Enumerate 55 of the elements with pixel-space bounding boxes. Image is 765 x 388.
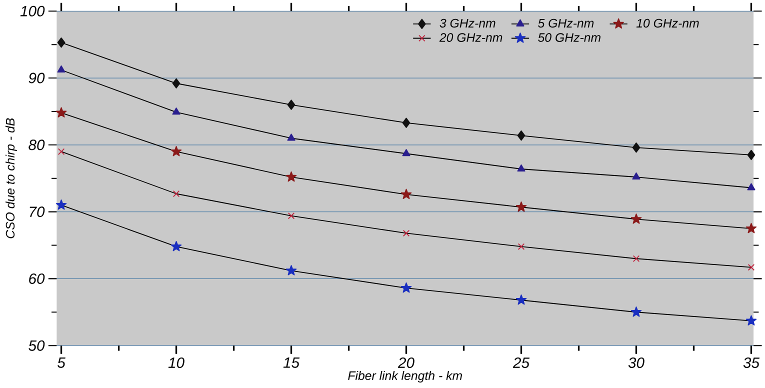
point	[630, 306, 642, 317]
point	[58, 148, 65, 155]
point	[630, 214, 642, 224]
y-tick-label: 50	[28, 340, 45, 351]
point	[400, 188, 412, 200]
point	[746, 222, 757, 234]
point	[516, 202, 527, 212]
point	[402, 230, 410, 237]
point	[287, 134, 296, 141]
point	[632, 142, 640, 153]
point	[400, 282, 412, 293]
y-tick-label: 80	[28, 140, 45, 150]
x-tick-label: 35	[743, 357, 760, 368]
point	[517, 130, 526, 141]
x-axis-title: Fiber link length - km	[348, 370, 462, 383]
point	[748, 264, 755, 271]
point	[172, 190, 180, 198]
point	[518, 243, 525, 250]
point	[402, 118, 410, 128]
point	[57, 37, 66, 48]
point	[747, 150, 756, 160]
point	[288, 212, 295, 220]
point	[170, 240, 182, 252]
legend-label: 10 GHz-nm	[636, 18, 699, 28]
point	[747, 183, 756, 190]
point	[172, 78, 180, 88]
x-tick-label: 25	[512, 357, 530, 368]
point	[172, 108, 180, 115]
point	[632, 255, 640, 262]
x-tick-label: 20	[398, 357, 414, 368]
x-tick-label: 5	[57, 357, 66, 368]
y-tick-label: 100	[20, 6, 45, 16]
legend-label: 3 GHz-nm	[440, 18, 496, 28]
point	[56, 199, 67, 210]
point	[57, 65, 66, 73]
legend-label: 20 GHz-nm	[439, 33, 502, 42]
point	[56, 107, 67, 118]
x-tick-label: 30	[628, 357, 644, 368]
point	[632, 172, 640, 180]
legend-label: 5 GHz-nm	[538, 18, 594, 28]
y-axis-title: CSO due to chirp - dB	[6, 118, 18, 238]
point	[516, 294, 527, 305]
x-tick-label: 15	[283, 357, 300, 368]
point	[170, 146, 182, 156]
point	[286, 265, 297, 276]
y-tick-label: 90	[28, 72, 45, 84]
point	[746, 315, 757, 326]
point	[287, 100, 296, 110]
y-tick-label: 60	[29, 273, 45, 284]
y-tick-label: 70	[30, 206, 45, 218]
x-tick-label: 10	[168, 357, 184, 368]
point	[402, 149, 410, 156]
legend-label: 50 GHz-nm	[538, 33, 600, 42]
point	[286, 171, 297, 182]
point	[517, 164, 526, 172]
